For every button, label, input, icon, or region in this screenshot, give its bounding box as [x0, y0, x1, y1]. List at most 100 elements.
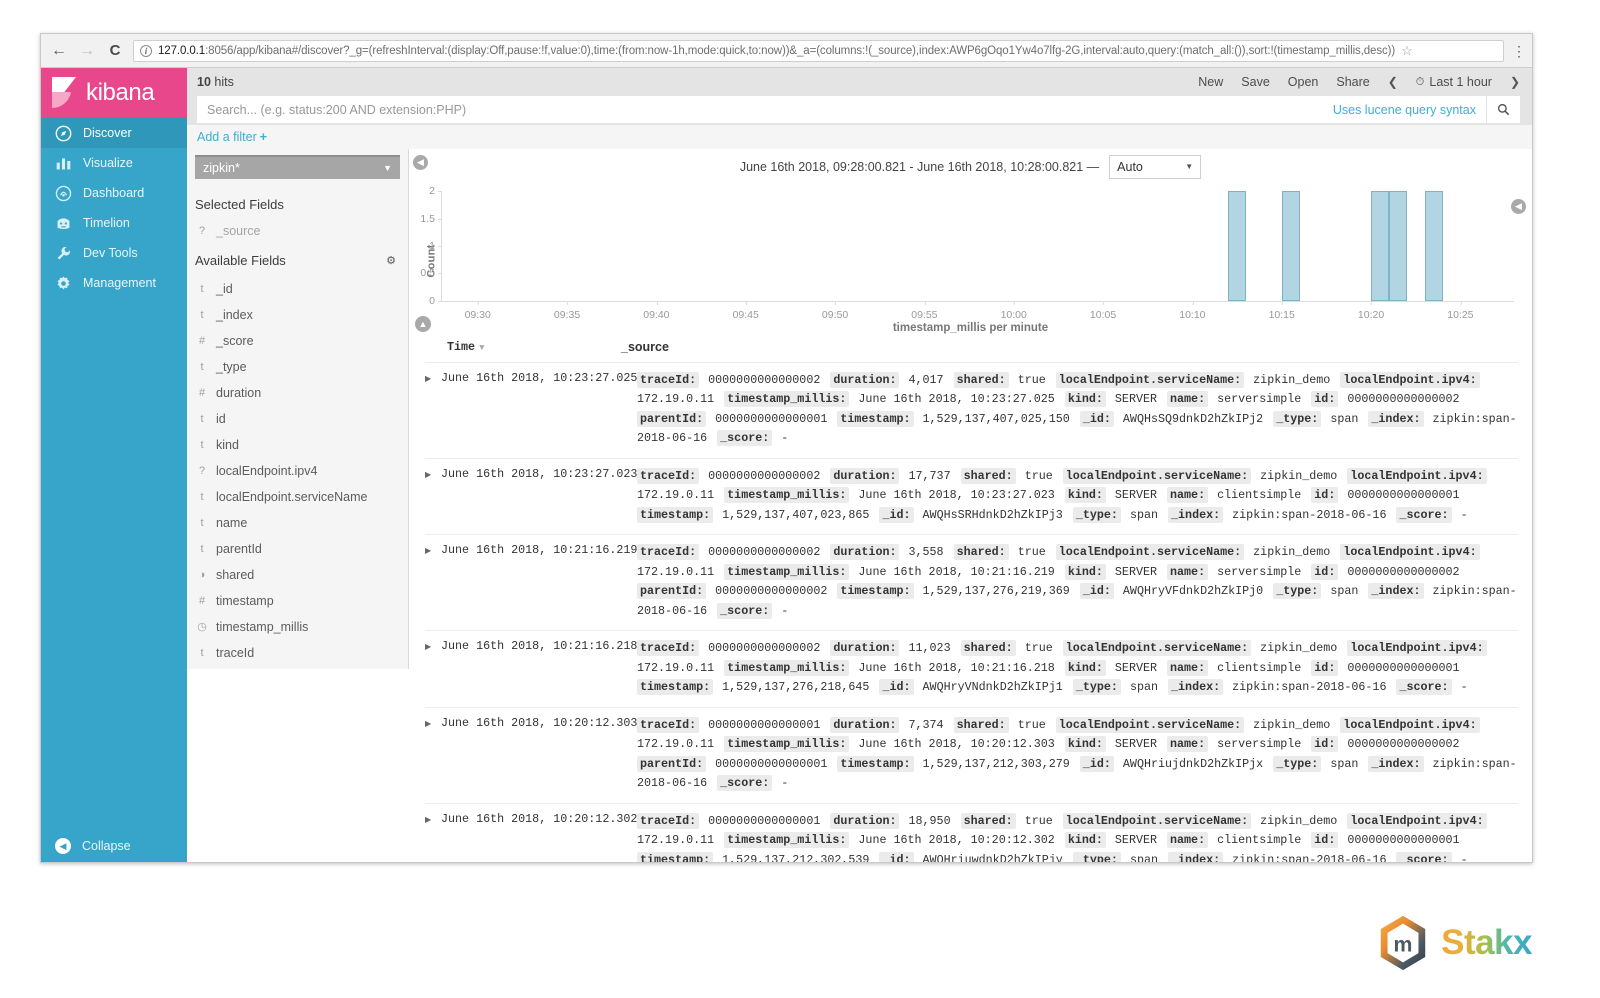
sidebar-collapse-button[interactable]: ◀ Collapse [41, 829, 187, 862]
table-row[interactable]: ▶ June 16th 2018, 10:23:27.025 traceId: 00… [425, 361, 1518, 458]
source-field-key: parentId: [637, 583, 707, 600]
bookmark-star-icon[interactable]: ☆ [1401, 42, 1413, 58]
field-item-localendpoint-servicename[interactable]: t localEndpoint.serviceName [195, 484, 400, 510]
histogram-bar[interactable] [1371, 191, 1389, 301]
source-field-value: SERVER [1107, 660, 1165, 675]
histogram-chart[interactable]: Count ◀ 0 0.5 1 1.5 2 09:30 09:35 09:40 09:45 09:… [409, 185, 1532, 335]
field-item-_score[interactable]: # _score [195, 328, 400, 354]
y-axis-tick: 0 [429, 295, 442, 307]
source-field-key: _score: [1396, 679, 1452, 696]
gear-icon[interactable]: ⚙ [386, 255, 396, 268]
expand-row-icon[interactable]: ▶ [425, 718, 432, 728]
gear-icon [55, 275, 72, 292]
field-item-_id[interactable]: t _id [195, 276, 400, 302]
table-row[interactable]: ▶ June 16th 2018, 10:20:12.303 traceId: 00… [425, 706, 1518, 803]
add-filter-button[interactable]: Add a filter + [197, 130, 267, 144]
info-icon[interactable]: i [140, 44, 152, 57]
search-icon[interactable] [1486, 96, 1520, 124]
field-item-_source[interactable]: ? _source [195, 218, 400, 244]
field-item-timestamp[interactable]: # timestamp [195, 588, 400, 614]
table-row[interactable]: ▶ June 16th 2018, 10:23:27.023 traceId: 00… [425, 457, 1518, 535]
expand-row-icon[interactable]: ▶ [425, 814, 432, 824]
reload-icon[interactable]: C [109, 42, 121, 59]
sidebar-item-dev-tools[interactable]: Dev Tools [41, 238, 187, 268]
interval-select[interactable]: Auto ▼ [1109, 154, 1202, 179]
field-item-name[interactable]: t name [195, 510, 400, 536]
source-field-key: shared: [960, 812, 1016, 829]
kibana-logo: kibana [41, 68, 187, 118]
expand-row-icon[interactable]: ▶ [425, 642, 432, 652]
selected-fields-title: Selected Fields [195, 196, 284, 212]
forward-arrow-icon[interactable]: → [79, 41, 95, 59]
histogram-bar[interactable] [1424, 191, 1443, 301]
time-picker-button[interactable]: ⏱ Last 1 hour [1416, 75, 1492, 89]
source-field-key: name: [1167, 832, 1209, 849]
chevron-left-circle-icon[interactable]: ◀ [413, 154, 428, 170]
sidebar-item-visualize[interactable]: Visualize [41, 148, 187, 178]
field-item-shared[interactable]: ◑ shared [195, 562, 400, 588]
lucene-syntax-link[interactable]: Uses lucene query syntax [1332, 102, 1476, 117]
source-field-value: 172.19.0.11 [637, 564, 722, 579]
field-item-duration[interactable]: # duration [195, 380, 400, 406]
chevron-up-circle-icon[interactable]: ▲ [415, 315, 431, 332]
sidebar-item-dashboard[interactable]: Dashboard [41, 178, 187, 208]
source-field-key: _id: [1079, 755, 1114, 772]
svg-text:m: m [1394, 933, 1413, 957]
browser-toolbar: ← → C i 127.0.0.1:8056/app/kibana#/disco… [41, 34, 1532, 68]
histogram-bar[interactable] [1228, 191, 1246, 301]
table-row[interactable]: ▶ June 16th 2018, 10:20:12.302 traceId: 00… [425, 802, 1518, 862]
field-item-_type[interactable]: t _type [195, 354, 400, 380]
field-item-id[interactable]: t id [195, 406, 400, 432]
field-type-icon: ◑ [198, 568, 206, 581]
expand-row-icon[interactable]: ▶ [425, 373, 432, 383]
histogram-bar[interactable] [1388, 191, 1407, 301]
column-header-source[interactable]: _source [621, 339, 669, 354]
source-field-value: June 16th 2018, 10:23:27.025 [851, 392, 1062, 407]
source-field-key: traceId: [637, 812, 700, 829]
source-field-key: id: [1311, 736, 1339, 753]
field-item-parentid[interactable]: t parentId [195, 536, 400, 562]
chevron-right-icon[interactable]: ❯ [1509, 75, 1520, 90]
documents-table: Time ▼ _source ▶ June 16th 2018, 10:23:27.… [409, 336, 1532, 862]
field-item-traceid[interactable]: t traceId [195, 640, 400, 666]
x-axis-tick: 09:55 [911, 300, 938, 321]
column-header-time[interactable]: Time ▼ [425, 340, 621, 354]
kebab-menu-icon[interactable]: ⋮ [1512, 42, 1526, 59]
source-field-key: timestamp_millis: [724, 832, 850, 849]
chevron-left-circle-icon[interactable]: ◀ [1511, 199, 1526, 215]
plot-area[interactable]: 0 0.5 1 1.5 2 09:30 09:35 09:40 09:45 09:50 09:55 1… [420, 185, 1514, 321]
field-item-timestamp-millis[interactable]: ◷ timestamp_millis [195, 614, 400, 640]
field-name: _index [216, 307, 253, 322]
source-field-value: 17,737 [901, 468, 958, 483]
table-row[interactable]: ▶ June 16th 2018, 10:21:16.219 traceId: 00… [425, 534, 1518, 630]
expand-row-icon[interactable]: ▶ [425, 546, 432, 556]
field-item-kind[interactable]: t kind [195, 432, 400, 458]
save-button[interactable]: Save [1241, 75, 1270, 90]
address-bar[interactable]: i 127.0.0.1:8056/app/kibana#/discover?_g… [133, 39, 1504, 62]
share-button[interactable]: Share [1336, 75, 1370, 90]
field-item-_index[interactable]: t _index [195, 302, 400, 328]
chevron-left-icon[interactable]: ❮ [1387, 75, 1398, 90]
source-field-value: zipkin:span-2018-06-16 [1225, 507, 1394, 522]
cell-source: traceId: 0000000000000002 duration: 17,7… [637, 467, 1518, 526]
open-button[interactable]: Open [1287, 75, 1319, 90]
index-pattern-select[interactable]: zipkin* ▼ [195, 154, 400, 179]
source-field-key: name: [1167, 487, 1209, 504]
table-row[interactable]: ▶ June 16th 2018, 10:21:16.218 traceId: 00… [425, 630, 1518, 707]
search-input[interactable]: Search... (e.g. status:200 AND extension… [197, 96, 1486, 124]
expand-row-icon[interactable]: ▶ [425, 469, 432, 479]
cell-time: June 16th 2018, 10:23:27.023 [441, 466, 638, 481]
sidebar-item-timelion[interactable]: Timelion [41, 208, 187, 238]
sidebar-item-management[interactable]: Management [41, 268, 187, 298]
back-arrow-icon[interactable]: ← [51, 41, 67, 59]
source-field-key: _id: [1079, 410, 1114, 427]
source-field-value: zipkin:span-2018-06-16 [637, 756, 1517, 791]
kibana-app: kibana Discover Visualize Dashboard Tim [41, 68, 1532, 862]
new-button[interactable]: New [1198, 75, 1224, 90]
sidebar-item-discover[interactable]: Discover [41, 118, 187, 148]
compass-icon [55, 125, 72, 142]
source-field-value: 18,950 [901, 813, 958, 828]
histogram-bar[interactable] [1281, 191, 1300, 301]
field-item-localendpoint-ipv4[interactable]: ? localEndpoint.ipv4 [195, 458, 400, 484]
x-axis-label: timestamp_millis per minute [892, 321, 1049, 334]
